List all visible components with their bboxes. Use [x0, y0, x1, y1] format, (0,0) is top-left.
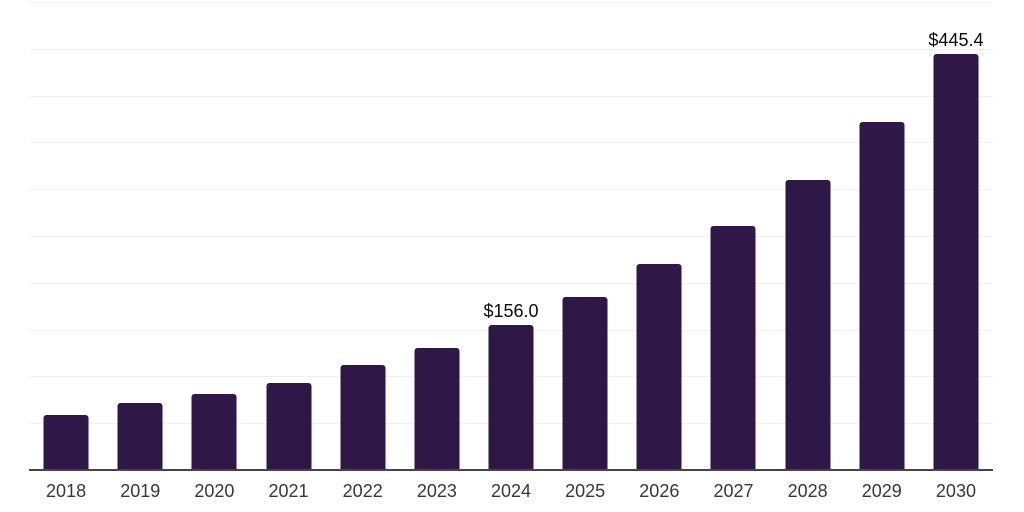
bar-slot-2025: [548, 3, 622, 471]
bar-slot-2029: [845, 3, 919, 471]
bar-slot-2022: [326, 3, 400, 471]
x-tick-2020: 2020: [194, 481, 235, 501]
x-tick-2018: 2018: [46, 481, 87, 501]
bar-slot-2023: [400, 3, 474, 471]
gridline-200: [29, 282, 993, 284]
bar-slot-2024: $156.0: [474, 3, 548, 471]
gridline-350: [29, 142, 993, 144]
data-label-2024: $156.0: [483, 300, 539, 321]
bar-slot-2019: [103, 3, 177, 471]
plot-area: $156.0 $445.4: [29, 2, 993, 471]
bar-slot-2028: [771, 3, 845, 471]
bar-2027: [710, 225, 756, 471]
x-tick-2029: 2029: [861, 481, 902, 501]
bar-2018: [43, 415, 89, 471]
bar-2023: [414, 347, 460, 471]
bar-2022: [340, 364, 386, 471]
bar-2029: [859, 122, 905, 471]
x-tick-2025: 2025: [565, 481, 606, 501]
x-tick-2022: 2022: [342, 481, 383, 501]
gridline-250: [29, 236, 993, 237]
gridline-500: [29, 2, 993, 3]
bar-slot-2018: [29, 3, 103, 471]
x-axis-line: [29, 469, 993, 471]
bar-slot-2027: [696, 3, 770, 471]
bar-2030: [933, 54, 979, 471]
bar-2021: [266, 382, 312, 471]
data-label-2030: $445.4: [928, 30, 984, 51]
x-tick-2019: 2019: [120, 481, 161, 501]
bar-2024: [488, 324, 534, 471]
bar-slot-2030: $445.4: [919, 3, 993, 471]
x-tick-2021: 2021: [268, 481, 309, 501]
bars: $156.0 $445.4: [29, 3, 993, 471]
x-tick-2026: 2026: [639, 481, 680, 501]
x-tick-2024: 2024: [490, 481, 532, 501]
bar-slot-2026: [622, 3, 696, 471]
gridline-400: [29, 95, 993, 97]
x-tick-2028: 2028: [787, 481, 828, 501]
x-axis-labels: 2018 2019 2020 2021 2022 2023 2024 2025 2026 2027…: [29, 481, 993, 502]
gridline-300: [29, 189, 993, 191]
gridline-450: [29, 48, 993, 50]
x-tick-2030: 2030: [935, 481, 976, 501]
bar-2028: [785, 179, 831, 471]
bar-2019: [117, 403, 163, 471]
bar-2020: [191, 393, 237, 471]
x-tick-2027: 2027: [713, 481, 754, 501]
x-tick-2023: 2023: [416, 481, 457, 501]
bar-2025: [562, 297, 608, 471]
bar-2026: [636, 264, 682, 471]
bar-slot-2021: [251, 3, 325, 471]
bar-slot-2020: [177, 3, 251, 471]
